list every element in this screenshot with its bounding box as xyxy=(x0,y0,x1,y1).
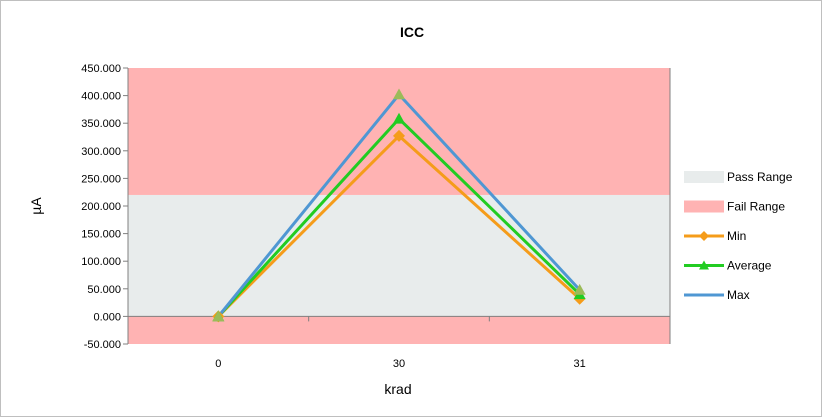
x-tick-label: 30 xyxy=(393,358,405,370)
y-tick-label: 250.000 xyxy=(81,173,121,185)
chart-title: ICC xyxy=(400,24,424,40)
y-tick-label: 200.000 xyxy=(81,201,121,213)
range-bands xyxy=(128,68,670,344)
band-pass-range-0 xyxy=(128,194,670,317)
legend: Pass Range Fail Range Min Average Max xyxy=(684,170,793,302)
y-tick-label: 150.000 xyxy=(81,229,121,241)
y-tick-label: -50.000 xyxy=(84,339,121,351)
y-tick-label: 50.000 xyxy=(87,284,121,296)
y-tick-label: 450.000 xyxy=(81,63,121,75)
legend-label-min: Min xyxy=(727,229,746,243)
series-layer xyxy=(212,88,586,323)
point-average xyxy=(393,112,405,124)
point-max xyxy=(393,88,405,100)
y-tick-label: 350.000 xyxy=(81,118,121,130)
band-fail-range-2 xyxy=(128,316,670,344)
y-axis-title: µA xyxy=(28,197,44,215)
legend-swatch-fail-range xyxy=(684,200,724,213)
legend-label-average: Average xyxy=(727,259,772,273)
x-tick-label: 0 xyxy=(215,358,221,370)
y-tick-label: 0.000 xyxy=(93,311,121,323)
legend-marker-min xyxy=(699,231,709,241)
y-tick-label: 100.000 xyxy=(81,256,121,268)
point-min xyxy=(393,129,405,142)
y-tick-label: 300.000 xyxy=(81,146,121,158)
legend-swatch-pass-range xyxy=(684,171,724,183)
x-axis-title: krad xyxy=(384,381,411,397)
point-max xyxy=(573,283,586,295)
legend-label-fail-range: Fail Range xyxy=(727,200,785,214)
legend-marker-average xyxy=(699,260,709,270)
x-tick-label: 31 xyxy=(574,358,586,370)
legend-label-pass-range: Pass Range xyxy=(727,170,793,184)
point-max xyxy=(212,310,225,322)
y-tick-label: 400.000 xyxy=(81,91,121,103)
legend-label-max: Max xyxy=(727,288,750,302)
